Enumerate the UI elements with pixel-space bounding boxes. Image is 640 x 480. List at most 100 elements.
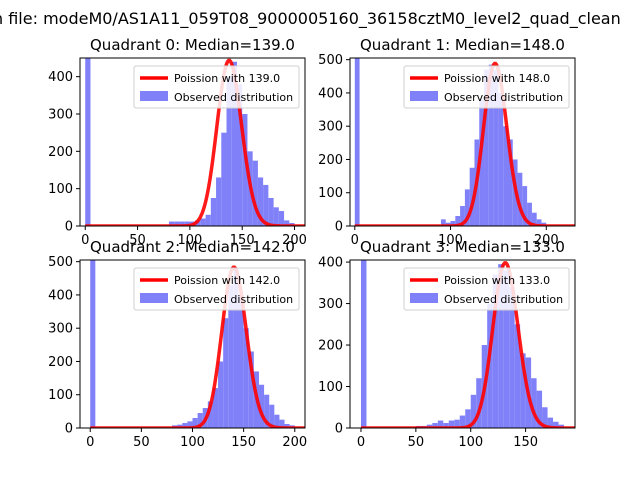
histogram-bar: [450, 221, 456, 226]
y-tick-label: 0: [65, 220, 73, 235]
y-tick-label: 200: [318, 339, 343, 354]
quadrant-3-chart: 0 100 200 300 400 0 50 100 150 Poission with 133.…: [318, 238, 576, 450]
histogram-bar: [531, 212, 537, 226]
histogram-bar: [464, 189, 470, 226]
legend-box: [403, 267, 570, 311]
histogram-bar: [226, 76, 232, 226]
histogram-bar: [460, 206, 465, 226]
legend-observed-label: Observed distribution: [444, 91, 563, 104]
histogram-bar: [547, 417, 554, 428]
poisson-curve: [360, 261, 575, 428]
figure-title: n file: modeM0/AS1A11_059T08_9000005160_…: [0, 9, 621, 29]
x-tick-label: 150: [513, 435, 538, 450]
legend-observed-label: Observed distribution: [174, 293, 293, 306]
histogram-bar: [465, 409, 471, 428]
legend-bar-swatch: [140, 91, 168, 101]
histogram-bar: [210, 198, 217, 226]
x-tick-label: 200: [282, 435, 307, 450]
histogram-bar: [231, 61, 237, 226]
histogram-bar: [268, 198, 274, 226]
x-tick-label: 100: [438, 233, 463, 248]
histogram-bar: [233, 268, 239, 428]
histogram-bar: [216, 177, 222, 226]
quadrant-1-chart: 0 100 200 300 400 500 0 100 200 Poission with 148…: [318, 36, 576, 248]
histogram-bar: [221, 132, 227, 226]
y-tick-label: 300: [318, 297, 343, 312]
histogram-bar: [257, 177, 264, 226]
y-tick-label: 400: [318, 86, 343, 101]
histogram-bar: [492, 274, 499, 428]
x-tick-label: 100: [458, 435, 483, 450]
histogram-bar: [279, 419, 285, 428]
x-tick-label: 100: [177, 233, 202, 248]
y-tick-label: 100: [318, 380, 343, 395]
histogram-bar: [212, 388, 219, 428]
histogram-bar: [197, 413, 203, 428]
y-tick-label: 200: [48, 145, 73, 160]
histogram-bar: [90, 260, 96, 428]
legend-box: [133, 267, 300, 311]
x-tick-label: 50: [408, 435, 425, 450]
quadrant-2-plot-area: [90, 260, 305, 428]
legend-poisson-label: Poission with 148.0: [444, 72, 550, 85]
y-tick-label: 100: [318, 186, 343, 201]
y-tick-label: 100: [48, 182, 73, 197]
histogram-bar: [553, 421, 559, 428]
histogram-bar: [238, 294, 244, 428]
histogram-bar: [264, 394, 270, 428]
histogram-bar: [536, 390, 543, 428]
histogram-bar: [488, 64, 494, 226]
x-tick-label: 100: [180, 435, 205, 450]
histogram-bar: [469, 167, 475, 226]
histogram-bar: [498, 92, 504, 226]
x-tick-label: 0: [81, 233, 89, 248]
histogram-bar: [479, 99, 485, 226]
histogram-bar: [493, 69, 499, 226]
y-tick-label: 0: [65, 422, 73, 437]
legend-bar-swatch: [410, 293, 438, 303]
x-tick-label: 0: [351, 233, 359, 248]
axes-frame: [349, 259, 576, 429]
histogram-bar: [182, 423, 188, 428]
histogram-bar: [487, 303, 493, 428]
histogram-bar: [470, 394, 477, 428]
legend: Poission with 142.0 Observed distribution: [133, 267, 300, 311]
legend: Poission with 139.0 Observed distribution: [133, 65, 300, 109]
histogram-bar: [476, 378, 482, 428]
legend-bar-swatch: [140, 293, 168, 303]
legend-bar-swatch: [410, 91, 438, 101]
histogram-bar: [252, 160, 258, 226]
histogram-bar: [507, 139, 513, 226]
x-tick-label: 200: [282, 233, 307, 248]
histogram-bar: [273, 207, 279, 226]
x-tick-label: 0: [357, 435, 365, 450]
histogram-bar: [192, 418, 198, 428]
poisson-curve: [90, 265, 305, 428]
quadrant-title: Quadrant 2: Median=142.0: [90, 238, 295, 256]
quadrant-title: Quadrant 3: Median=133.0: [360, 238, 565, 256]
histogram-bar: [218, 361, 224, 428]
y-tick-label: 0: [335, 220, 343, 235]
histogram-bar: [269, 404, 275, 428]
y-tick-label: 400: [48, 70, 73, 85]
y-tick-label: 500: [48, 255, 73, 270]
legend-box: [403, 65, 570, 109]
histogram-bar: [536, 219, 542, 226]
histogram-bar: [243, 328, 249, 428]
histogram-bar: [454, 419, 460, 428]
y-tick-label: 400: [318, 256, 343, 271]
histogram-bar: [522, 186, 528, 226]
histogram-bar: [517, 172, 523, 226]
histogram-bar: [448, 420, 455, 428]
y-tick-label: 400: [48, 288, 73, 303]
histogram-bar: [248, 351, 254, 428]
histogram-bar: [85, 58, 91, 226]
histogram-bar: [514, 324, 521, 428]
y-tick-label: 300: [48, 108, 73, 123]
y-tick-label: 300: [48, 322, 73, 337]
histogram-bar: [174, 221, 180, 226]
histogram-bar: [498, 264, 504, 428]
quadrant-0-chart: 0 100 200 300 400 0 50 100 150 200 Poission with 1…: [48, 36, 307, 248]
x-tick-label: 150: [231, 435, 256, 450]
histogram-bar: [360, 260, 367, 428]
